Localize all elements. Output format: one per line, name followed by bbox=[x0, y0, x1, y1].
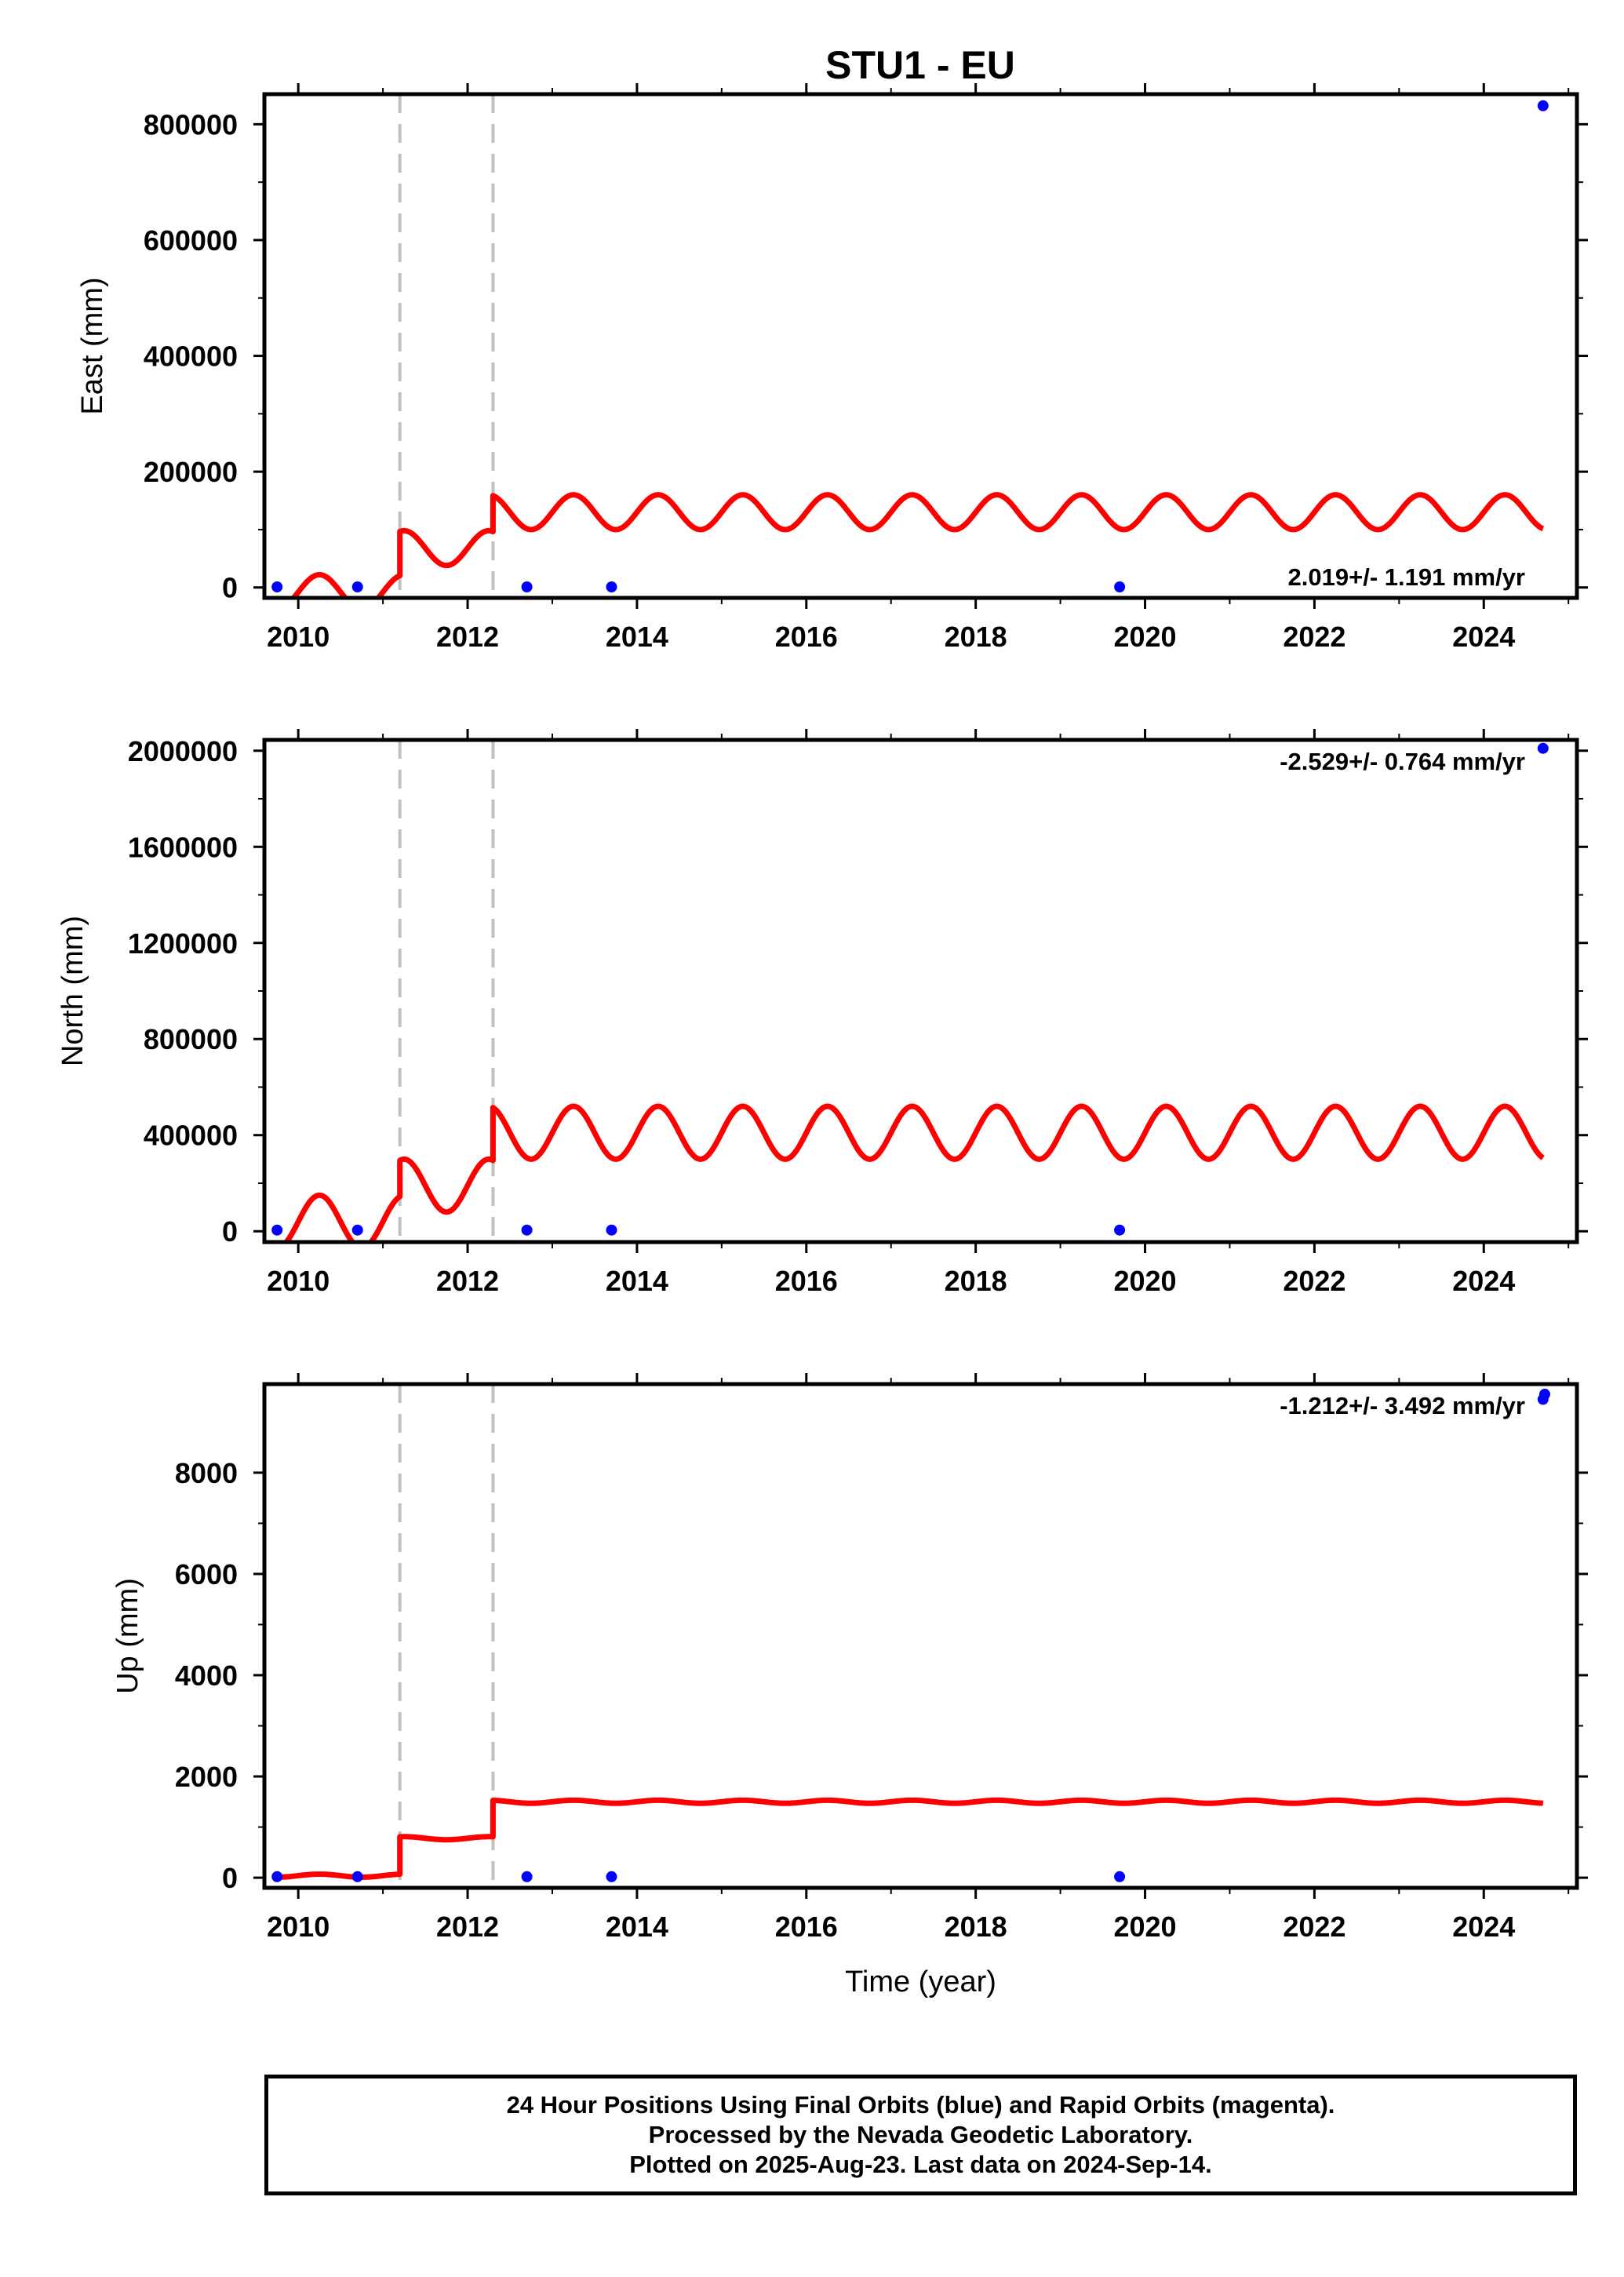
data-point bbox=[606, 1224, 617, 1236]
data-point bbox=[521, 1224, 533, 1236]
y-tick-label: 0 bbox=[222, 1215, 238, 1248]
data-point bbox=[1114, 1224, 1126, 1236]
data-point bbox=[1114, 581, 1126, 592]
chart-title: STU1 - EU bbox=[825, 43, 1015, 87]
x-tick-label: 2010 bbox=[267, 1911, 330, 1943]
x-tick-label: 2024 bbox=[1452, 621, 1515, 653]
panel-up: 0 2000 4000 6000 8000 2010 2012 2014 2016 2018 202… bbox=[111, 1373, 1588, 1998]
x-tick-label: 2016 bbox=[775, 1265, 838, 1297]
y-tick-label: 800000 bbox=[144, 1023, 238, 1055]
velocity-annotation: -1.212+/- 3.492 mm/yr bbox=[1280, 1392, 1525, 1419]
y-tick-label: 2000 bbox=[175, 1761, 238, 1793]
y-axis-label: North (mm) bbox=[56, 916, 89, 1066]
y-axis-label: Up (mm) bbox=[111, 1578, 144, 1694]
y-tick-label: 8000 bbox=[175, 1457, 238, 1489]
x-tick-label: 2014 bbox=[606, 621, 668, 653]
y-tick-label: 400000 bbox=[144, 1120, 238, 1152]
y-tick-label: 200000 bbox=[144, 456, 238, 488]
velocity-annotation: 2.019+/- 1.191 mm/yr bbox=[1288, 563, 1525, 591]
x-tick-label: 2012 bbox=[436, 1265, 499, 1297]
x-tick-label: 2018 bbox=[945, 1911, 1007, 1943]
data-point bbox=[606, 581, 617, 592]
footer-line-2: Processed by the Nevada Geodetic Laborat… bbox=[648, 2121, 1193, 2148]
footer-info-box: 24 Hour Positions Using Final Orbits (bl… bbox=[264, 2075, 1577, 2195]
data-point bbox=[351, 581, 363, 592]
data-point bbox=[271, 1871, 283, 1882]
plot-frame bbox=[262, 92, 1579, 600]
footer-line-3: Plotted on 2025-Aug-23. Last data on 202… bbox=[629, 2151, 1212, 2178]
x-tick-label: 2016 bbox=[775, 621, 838, 653]
data-point bbox=[351, 1871, 363, 1882]
y-tick-label: 0 bbox=[222, 1862, 238, 1894]
y-axis-label: East (mm) bbox=[76, 277, 109, 414]
x-tick-label: 2012 bbox=[436, 1911, 499, 1943]
x-tick-label: 2022 bbox=[1283, 1265, 1345, 1297]
y-tick-label: 600000 bbox=[144, 224, 238, 257]
velocity-annotation: -2.529+/- 0.764 mm/yr bbox=[1280, 748, 1525, 775]
y-tick-label: 400000 bbox=[144, 341, 238, 373]
x-tick-label: 2014 bbox=[606, 1911, 668, 1943]
plot-frame bbox=[262, 738, 1579, 1244]
y-tick-label: 1200000 bbox=[128, 927, 238, 960]
x-tick-label: 2010 bbox=[267, 621, 330, 653]
footer-line-1: 24 Hour Positions Using Final Orbits (bl… bbox=[506, 2091, 1335, 2119]
y-tick-label: 6000 bbox=[175, 1558, 238, 1590]
panel-north: 0 400000 800000 1200000 1600000 2000000 2010 20… bbox=[56, 729, 1588, 1297]
x-tick-label: 2018 bbox=[945, 1265, 1007, 1297]
data-point bbox=[351, 1224, 363, 1236]
x-axis-label: Time (year) bbox=[845, 1966, 996, 1998]
data-point bbox=[1114, 1871, 1126, 1882]
y-tick-label: 1600000 bbox=[128, 831, 238, 863]
data-point bbox=[521, 1871, 533, 1882]
y-tick-label: 0 bbox=[222, 572, 238, 604]
x-tick-label: 2022 bbox=[1283, 621, 1345, 653]
data-point bbox=[1539, 1388, 1550, 1400]
x-tick-label: 2016 bbox=[775, 1911, 838, 1943]
x-tick-label: 2020 bbox=[1113, 621, 1176, 653]
x-tick-label: 2014 bbox=[606, 1265, 668, 1297]
data-point bbox=[271, 1224, 283, 1236]
y-tick-label: 800000 bbox=[144, 108, 238, 140]
model-curve bbox=[282, 1103, 1546, 1242]
x-tick-label: 2024 bbox=[1452, 1265, 1515, 1297]
y-tick-label: 2000000 bbox=[128, 735, 238, 767]
panel-east: 0 200000 400000 600000 800000 2010 2012 2014 201… bbox=[76, 83, 1588, 653]
x-tick-label: 2020 bbox=[1113, 1911, 1176, 1943]
x-tick-label: 2020 bbox=[1113, 1265, 1176, 1297]
y-tick-label: 4000 bbox=[175, 1659, 238, 1692]
data-point bbox=[1537, 100, 1549, 111]
model-curve bbox=[289, 492, 1546, 598]
x-tick-label: 2018 bbox=[945, 621, 1007, 653]
data-point bbox=[521, 581, 533, 592]
model-curve bbox=[275, 1797, 1546, 1880]
data-point bbox=[1537, 742, 1549, 754]
data-point bbox=[606, 1871, 617, 1882]
x-tick-label: 2022 bbox=[1283, 1911, 1345, 1943]
x-tick-label: 2024 bbox=[1452, 1911, 1515, 1943]
x-tick-label: 2010 bbox=[267, 1265, 330, 1297]
x-tick-label: 2012 bbox=[436, 621, 499, 653]
plot-frame bbox=[262, 1382, 1579, 1890]
data-point bbox=[271, 581, 283, 592]
